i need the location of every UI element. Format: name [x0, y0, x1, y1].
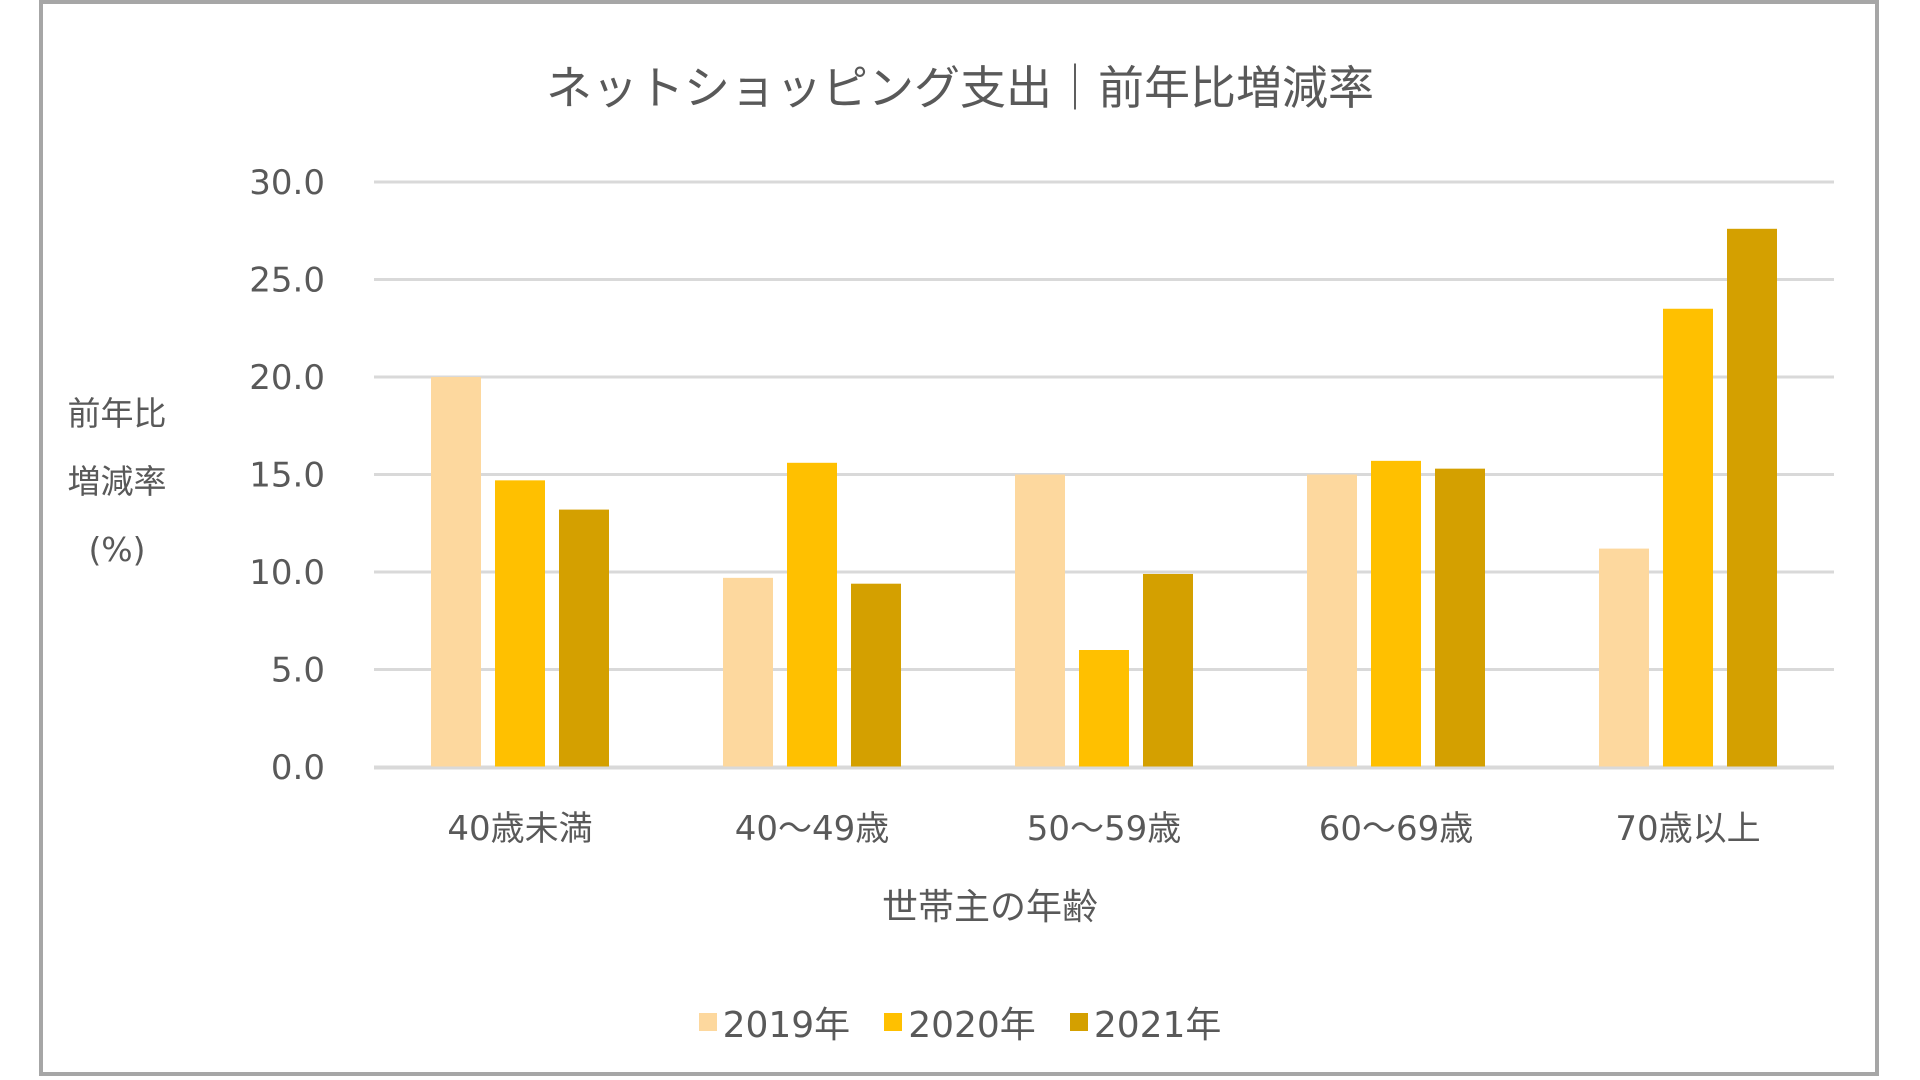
bar-2020年-40〜49歳 — [787, 462, 837, 767]
bar-2019年-40歳未満 — [431, 377, 481, 767]
x-tick-label: 50〜59歳 — [1027, 809, 1182, 849]
legend-label: 2020年 — [908, 1005, 1036, 1046]
bar-2020年-60〜69歳 — [1371, 460, 1421, 767]
bar-2021年-60〜69歳 — [1435, 468, 1485, 767]
y-tick-label: 25.0 — [249, 261, 325, 301]
bar-2019年-70歳以上 — [1599, 548, 1649, 767]
y-tick-label: 20.0 — [249, 358, 325, 398]
x-tick-label: 40歳未満 — [447, 809, 592, 849]
bar-2020年-40歳未満 — [495, 480, 545, 767]
x-tick-label: 40〜49歳 — [735, 809, 890, 849]
legend-item-2019: 2019年 — [698, 996, 851, 1048]
legend: 2019年 2020年 2021年 — [0, 996, 1920, 1048]
bar-2019年-60〜69歳 — [1307, 474, 1357, 767]
bar-2019年-50〜59歳 — [1015, 474, 1065, 767]
bar-2019年-40〜49歳 — [723, 577, 773, 767]
y-tick-label: 0.0 — [271, 748, 325, 788]
bar-2020年-70歳以上 — [1663, 308, 1713, 767]
y-axis-label-line: 前年比 — [67, 394, 167, 433]
chart-title: ネットショッピング支出｜前年比増減率 — [546, 61, 1374, 115]
x-tick-label: 60〜69歳 — [1319, 809, 1474, 849]
legend-item-2021: 2021年 — [1069, 996, 1222, 1048]
x-axis-label: 世帯主の年齢 — [881, 887, 1098, 928]
y-axis-label-line: 増減率 — [67, 462, 167, 501]
bar-2021年-40〜49歳 — [851, 583, 901, 767]
y-axis-label: 前年比 増減率 (%) — [52, 380, 182, 584]
legend-label: 2021年 — [1093, 1005, 1222, 1046]
chart-frame — [39, 0, 1879, 1076]
legend-label: 2019年 — [722, 1005, 851, 1046]
bar-2021年-50〜59歳 — [1143, 573, 1193, 767]
x-tick-label: 70歳以上 — [1615, 809, 1760, 849]
legend-item-2020: 2020年 — [884, 996, 1036, 1048]
y-tick-label: 10.0 — [249, 553, 325, 593]
y-tick-label: 15.0 — [249, 456, 325, 496]
bar-2020年-50〜59歳 — [1079, 650, 1129, 767]
legend-swatch — [1069, 1013, 1088, 1031]
bar-2021年-70歳以上 — [1727, 228, 1777, 768]
y-tick-label: 5.0 — [271, 651, 325, 691]
legend-swatch — [884, 1013, 903, 1031]
bar-2021年-40歳未満 — [559, 509, 609, 767]
legend-swatch — [698, 1013, 717, 1031]
y-tick-label: 30.0 — [249, 163, 325, 203]
y-axis-label-line: (%) — [88, 530, 146, 569]
